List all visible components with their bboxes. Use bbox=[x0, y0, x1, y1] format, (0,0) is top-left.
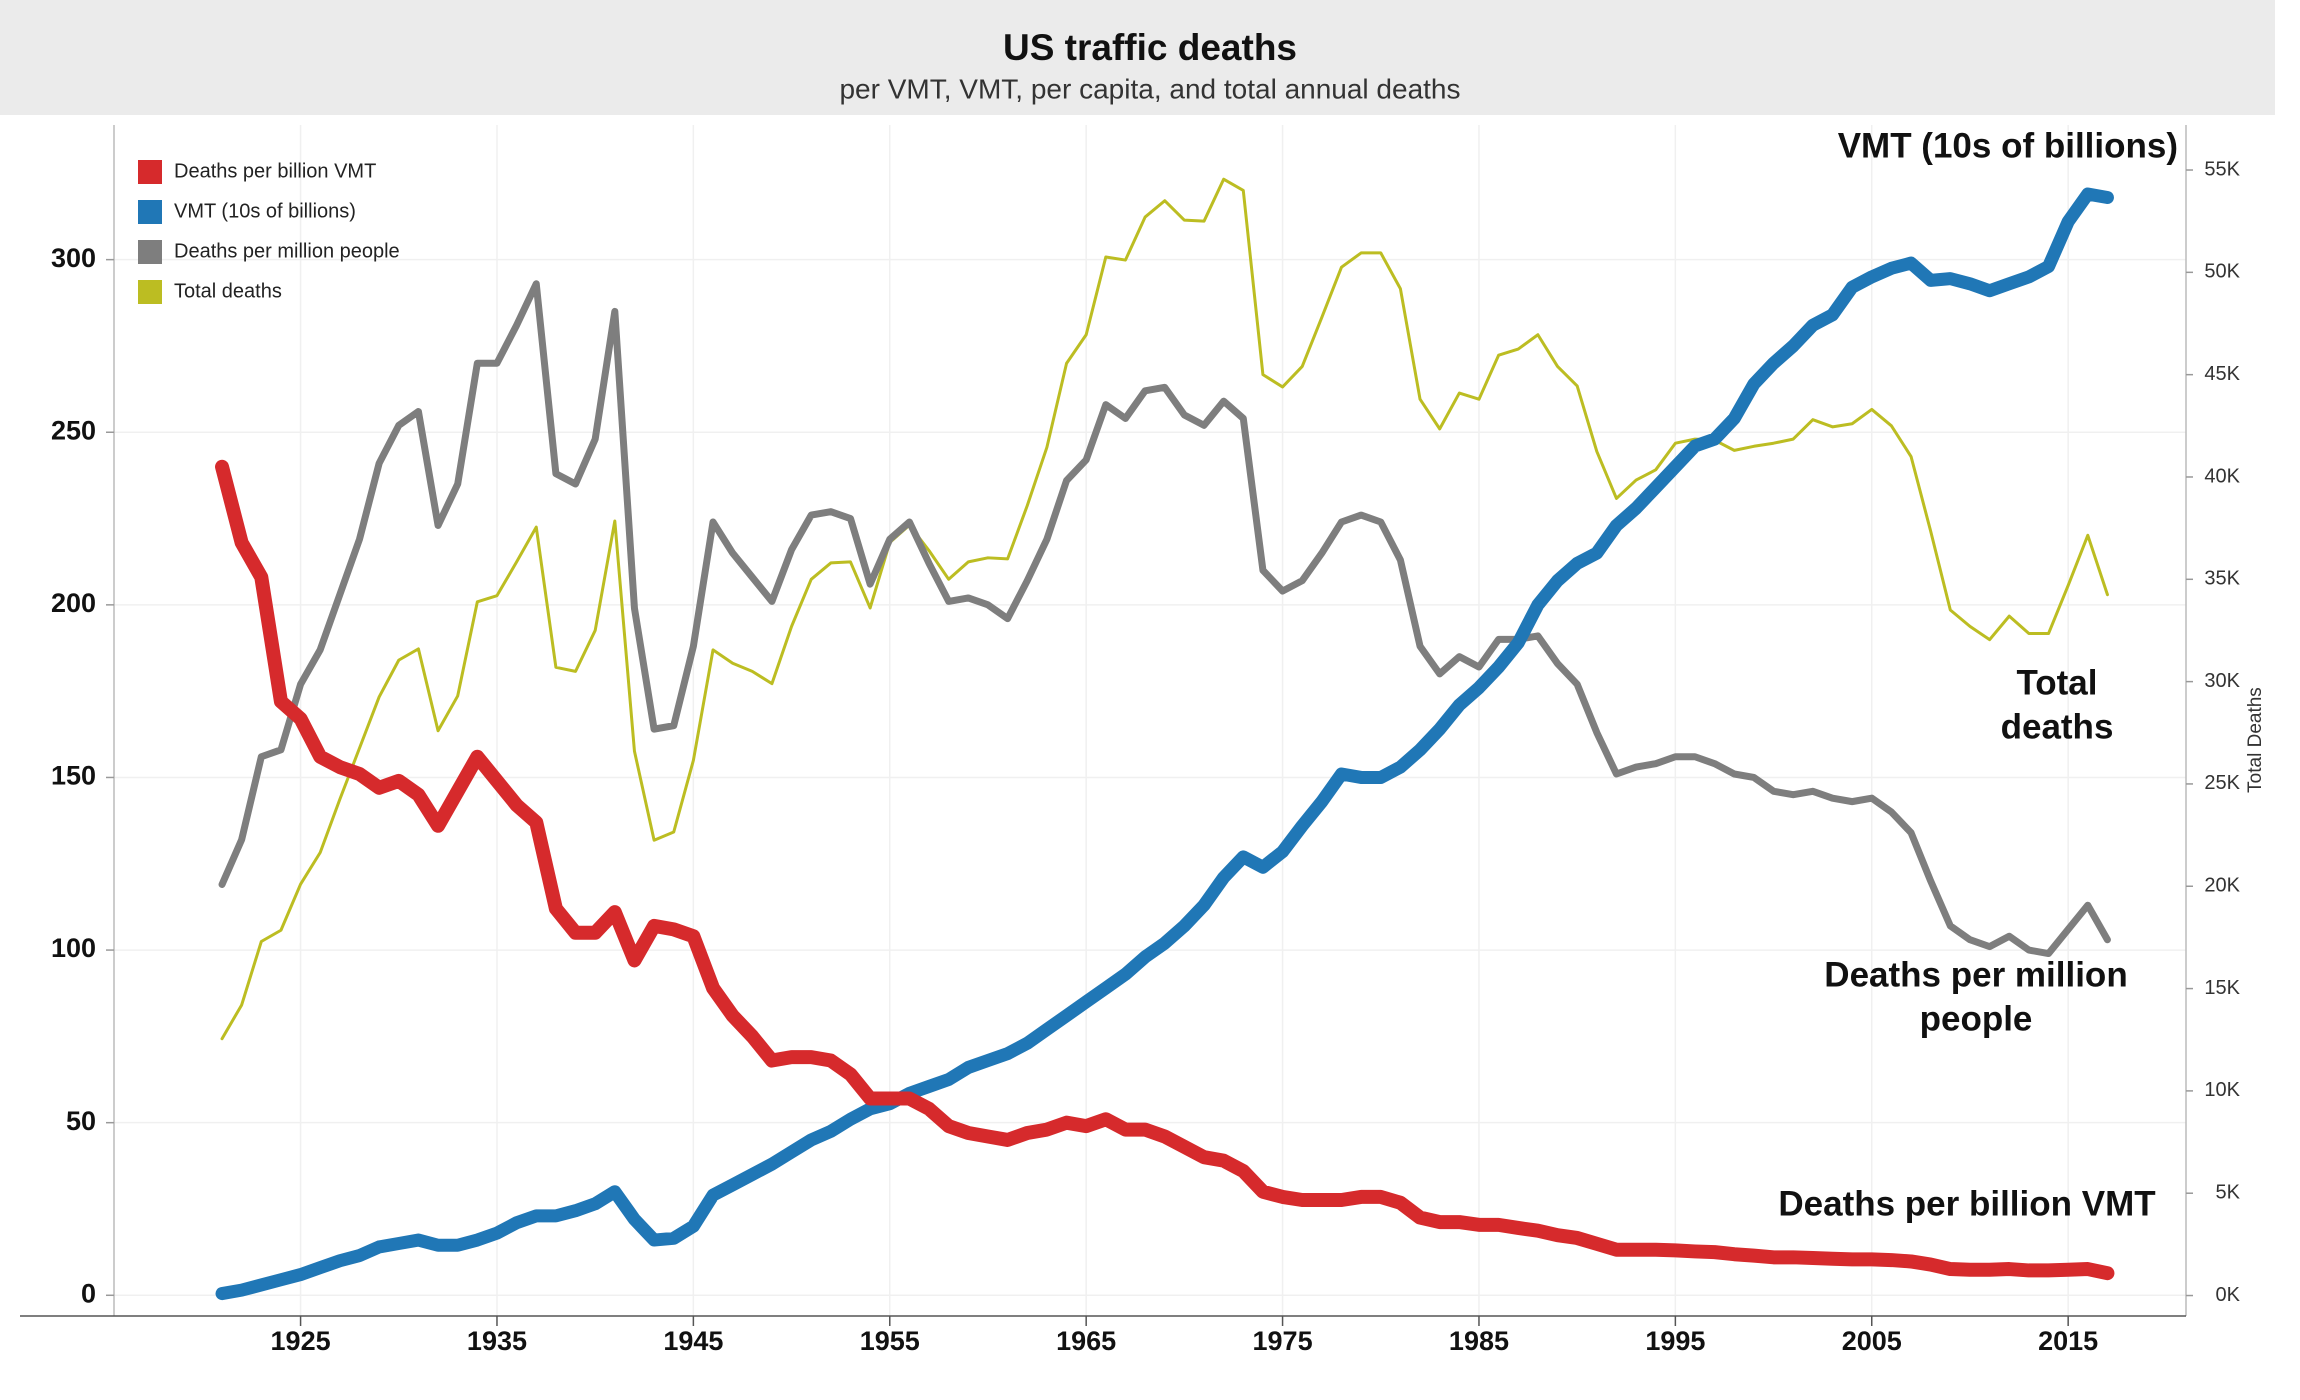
legend-swatch bbox=[138, 200, 162, 224]
series-line bbox=[218, 280, 2111, 958]
x-tick-label: 1935 bbox=[467, 1326, 527, 1356]
y2-tick-label: 10K bbox=[2204, 1079, 2240, 1101]
x-tick-label: 1995 bbox=[1645, 1326, 1705, 1356]
y-tick-label: 100 bbox=[51, 933, 96, 963]
legend-swatch bbox=[138, 160, 162, 184]
annotation: Deaths per million bbox=[1824, 955, 2127, 994]
legend-label: Deaths per billion VMT bbox=[174, 160, 376, 182]
plot-area bbox=[215, 177, 2115, 1301]
legend-swatch bbox=[138, 280, 162, 304]
y-tick-label: 300 bbox=[51, 243, 96, 273]
legend-swatch bbox=[138, 240, 162, 264]
y2-tick-label: 45K bbox=[2204, 363, 2240, 385]
legend-label: Deaths per million people bbox=[174, 240, 400, 262]
legend-label: Total deaths bbox=[174, 280, 282, 302]
series-line bbox=[215, 459, 2115, 1281]
y2-tick-label: 25K bbox=[2204, 772, 2240, 794]
series-line bbox=[215, 187, 2114, 1301]
annotation: VMT (10s of billions) bbox=[1838, 126, 2178, 165]
y2-tick-label: 0K bbox=[2216, 1284, 2241, 1306]
legend: Deaths per billion VMT VMT (10s of billio… bbox=[138, 160, 400, 304]
x-tick-label: 1965 bbox=[1056, 1326, 1116, 1356]
x-tick-label: 2005 bbox=[1842, 1326, 1902, 1356]
x-tick-label: 1955 bbox=[860, 1326, 920, 1356]
title-band bbox=[0, 0, 2275, 115]
x-tick-label: 1925 bbox=[271, 1326, 331, 1356]
annotation: Total bbox=[2016, 663, 2097, 702]
y-tick-label: 0 bbox=[81, 1278, 96, 1308]
y-tick-label: 250 bbox=[51, 415, 96, 445]
y2-tick-label: 40K bbox=[2204, 465, 2240, 487]
y2-tick-label: 5K bbox=[2216, 1181, 2241, 1203]
annotation: people bbox=[1920, 999, 2033, 1038]
y2-tick-label: 20K bbox=[2204, 875, 2240, 897]
annotation: Deaths per billion VMT bbox=[1778, 1184, 2155, 1223]
y2-tick-label: 30K bbox=[2204, 670, 2240, 692]
x-tick-label: 2015 bbox=[2038, 1326, 2098, 1356]
y-tick-label: 150 bbox=[51, 761, 96, 791]
axes: 0 50 100 150 200 250 300 0K 5K 10K 15K 20K 25K 30K 35K… bbox=[20, 125, 2241, 1356]
annotation: deaths bbox=[2001, 707, 2114, 746]
y2-tick-label: 55K bbox=[2204, 158, 2240, 180]
y-tick-label: 50 bbox=[66, 1106, 96, 1136]
y-tick-label: 200 bbox=[51, 588, 96, 618]
y2-tick-label: 50K bbox=[2204, 261, 2240, 283]
y2-tick-label: 15K bbox=[2204, 977, 2240, 999]
x-tick-label: 1985 bbox=[1449, 1326, 1509, 1356]
chart-title: US traffic deaths bbox=[1003, 27, 1297, 68]
y2-axis-title: Total Deaths bbox=[2245, 687, 2266, 793]
legend-label: VMT (10s of billions) bbox=[174, 200, 356, 222]
annotations: VMT (10s of billions) Total deaths Deaths p… bbox=[1778, 126, 2178, 1223]
chart-subtitle: per VMT, VMT, per capita, and total annu… bbox=[839, 73, 1460, 104]
x-tick-label: 1945 bbox=[663, 1326, 723, 1356]
series-line bbox=[220, 177, 2109, 1041]
x-tick-label: 1975 bbox=[1253, 1326, 1313, 1356]
y2-tick-label: 35K bbox=[2204, 568, 2240, 590]
